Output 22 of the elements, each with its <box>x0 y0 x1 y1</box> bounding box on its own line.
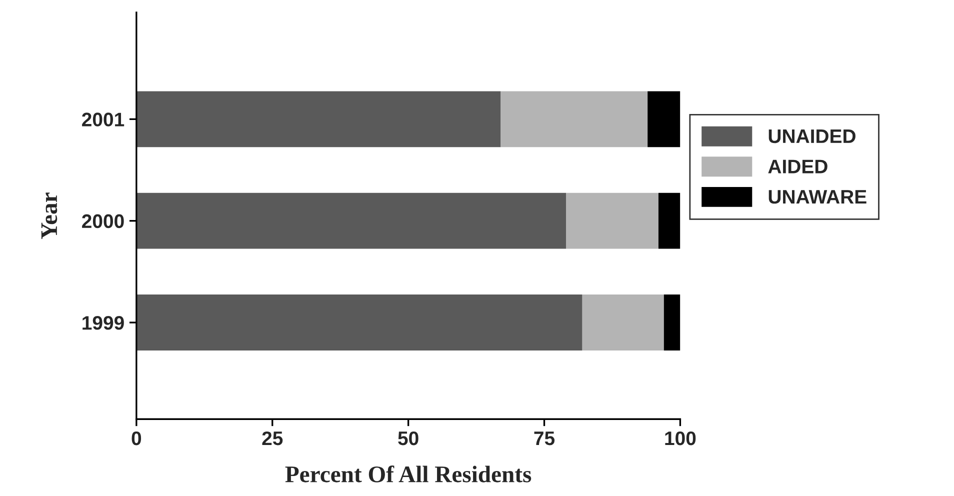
y-tick-label: 2000 <box>82 214 124 228</box>
bar <box>658 192 680 249</box>
legend-label: UNAIDED <box>768 130 856 144</box>
legend-label: AIDED <box>768 160 828 174</box>
bar <box>566 192 658 249</box>
legend-label: UNAWARE <box>768 190 866 204</box>
y-tick-label: 1999 <box>82 316 124 330</box>
x-tick-label: 50 <box>398 431 418 446</box>
x-tick-label: 100 <box>665 431 696 446</box>
bar <box>664 294 680 350</box>
bar <box>136 192 566 249</box>
y-axis-title: Year <box>41 192 58 239</box>
x-tick-label: 25 <box>262 431 283 446</box>
bar <box>500 91 648 148</box>
x-tick-label: 0 <box>132 431 142 446</box>
bar <box>648 91 680 148</box>
bar <box>582 294 664 350</box>
bar <box>136 91 501 148</box>
bar <box>136 294 582 350</box>
x-tick-label: 75 <box>534 432 555 446</box>
x-axis-title: Percent Of All Residents <box>285 465 532 482</box>
y-tick-label: 2001 <box>82 112 124 126</box>
